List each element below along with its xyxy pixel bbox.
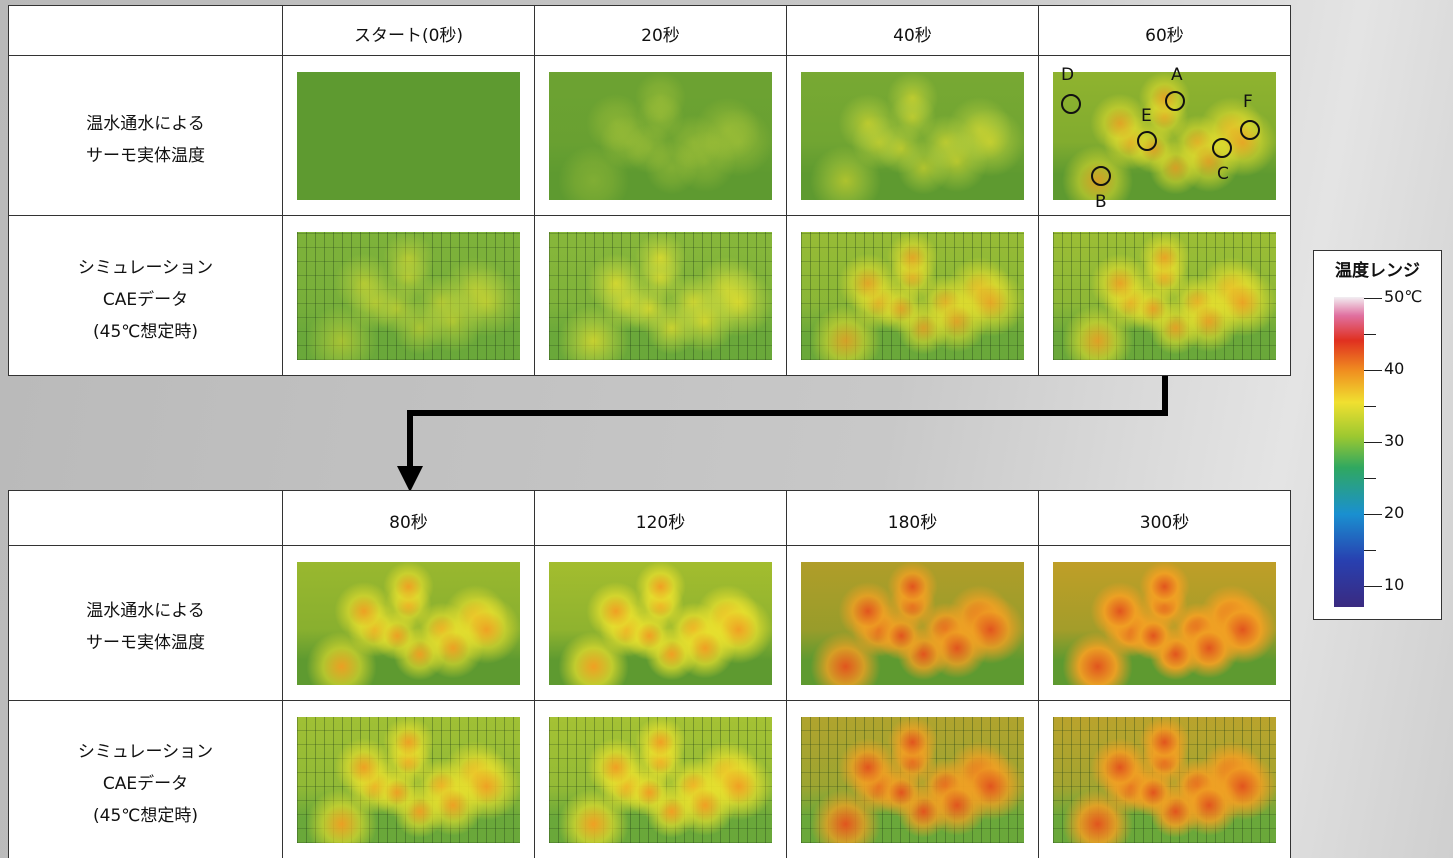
legend-bar: [1334, 297, 1364, 607]
heat-image: [549, 562, 772, 685]
marker-label: C: [1217, 164, 1229, 184]
table-cell: [8, 5, 283, 56]
heat-image: [801, 562, 1024, 685]
table-cell: [786, 545, 1039, 701]
row-label: CAEデータ: [102, 773, 189, 794]
table-cell: [1038, 545, 1291, 701]
table-cell: 80秒: [282, 490, 535, 546]
legend: 温度レンジ 50℃ 40 30 20 10: [1313, 250, 1442, 620]
heat-image: [1053, 232, 1276, 360]
marker-circle: [1137, 131, 1157, 151]
legend-tick: [1364, 442, 1382, 443]
legend-label: 30: [1384, 431, 1405, 450]
heat-image: [801, 72, 1024, 200]
table-cell: [786, 700, 1039, 858]
heat-image: [297, 562, 520, 685]
table-cell: シミュレーション CAEデータ (45℃想定時): [8, 700, 283, 858]
table-cell: [1038, 700, 1291, 858]
table-cell: シミュレーション CAEデータ (45℃想定時): [8, 215, 283, 376]
column-header: 20秒: [641, 25, 680, 46]
table-cell: [282, 215, 535, 376]
legend-tick: [1364, 334, 1376, 335]
row-label: (45℃想定時): [93, 321, 198, 342]
table-cell: [8, 490, 283, 546]
table-cell: [1038, 215, 1291, 376]
table-cell: 120秒: [534, 490, 787, 546]
row-label: シミュレーション: [77, 741, 214, 762]
column-header: 60秒: [1145, 25, 1184, 46]
table-cell: スタート(0秒): [282, 5, 535, 56]
marker-label: F: [1243, 92, 1253, 112]
marker-circle: [1212, 138, 1232, 158]
legend-label: 40: [1384, 359, 1405, 378]
legend-tick: [1364, 478, 1376, 479]
table-cell: [534, 215, 787, 376]
marker-circle: [1165, 91, 1185, 111]
row-label: CAEデータ: [102, 289, 189, 310]
column-header: 180秒: [887, 513, 938, 533]
column-header: 40秒: [893, 25, 932, 46]
legend-label: 20: [1384, 503, 1405, 522]
column-header: スタート(0秒): [353, 25, 464, 46]
legend-tick: [1364, 514, 1382, 515]
column-header: 80秒: [389, 513, 428, 533]
heat-image: [801, 717, 1024, 843]
heat-image: [549, 72, 772, 200]
table-cell: [534, 55, 787, 216]
column-header: 300秒: [1139, 513, 1190, 533]
legend-label: 50℃: [1384, 287, 1423, 306]
heat-image: [549, 232, 772, 360]
table-cell: 温水通水による サーモ実体温度: [8, 55, 283, 216]
marker-circle: [1240, 120, 1260, 140]
heat-image: [549, 717, 772, 843]
table-cell: [534, 545, 787, 701]
table-cell: 300秒: [1038, 490, 1291, 546]
marker-circle: [1061, 94, 1081, 114]
table-cell: [282, 545, 535, 701]
table-cell: [786, 55, 1039, 216]
row-label: サーモ実体温度: [86, 145, 205, 166]
legend-title: 温度レンジ: [1335, 261, 1420, 281]
row-label: (45℃想定時): [93, 805, 198, 826]
legend-tick: [1364, 406, 1376, 407]
marker-label: B: [1095, 192, 1107, 212]
legend-label: 10: [1384, 575, 1405, 594]
legend-tick: [1364, 370, 1382, 371]
table-cell: [534, 700, 787, 858]
heat-image: [801, 232, 1024, 360]
row-label: サーモ実体温度: [86, 633, 205, 653]
legend-tick: [1364, 298, 1382, 299]
marker-label: D: [1061, 65, 1075, 85]
heat-image: [297, 232, 520, 360]
table-cell: [282, 55, 535, 216]
heat-image: [1053, 562, 1276, 685]
heat-image: [297, 72, 520, 200]
legend-tick: [1364, 550, 1376, 551]
column-header: 120秒: [635, 513, 686, 533]
table-cell: 40秒: [786, 5, 1039, 56]
heat-image: [1053, 717, 1276, 843]
marker-circle: [1091, 166, 1111, 186]
marker-label: A: [1171, 65, 1183, 85]
table-cell: 温水通水による サーモ実体温度: [8, 545, 283, 701]
legend-tick: [1364, 586, 1382, 587]
row-label: シミュレーション: [77, 257, 214, 278]
table-cell: 180秒: [786, 490, 1039, 546]
table-cell: [282, 700, 535, 858]
marker-label: E: [1141, 106, 1152, 126]
heat-image: [297, 717, 520, 843]
row-label: 温水通水による: [86, 601, 205, 621]
row-label: 温水通水による: [86, 113, 205, 134]
heat-image: A B C D E F: [1053, 65, 1276, 212]
table-cell: A B C D E F: [1038, 55, 1291, 216]
table-cell: 20秒: [534, 5, 787, 56]
table-cell: 60秒: [1038, 5, 1291, 56]
table-cell: [786, 215, 1039, 376]
